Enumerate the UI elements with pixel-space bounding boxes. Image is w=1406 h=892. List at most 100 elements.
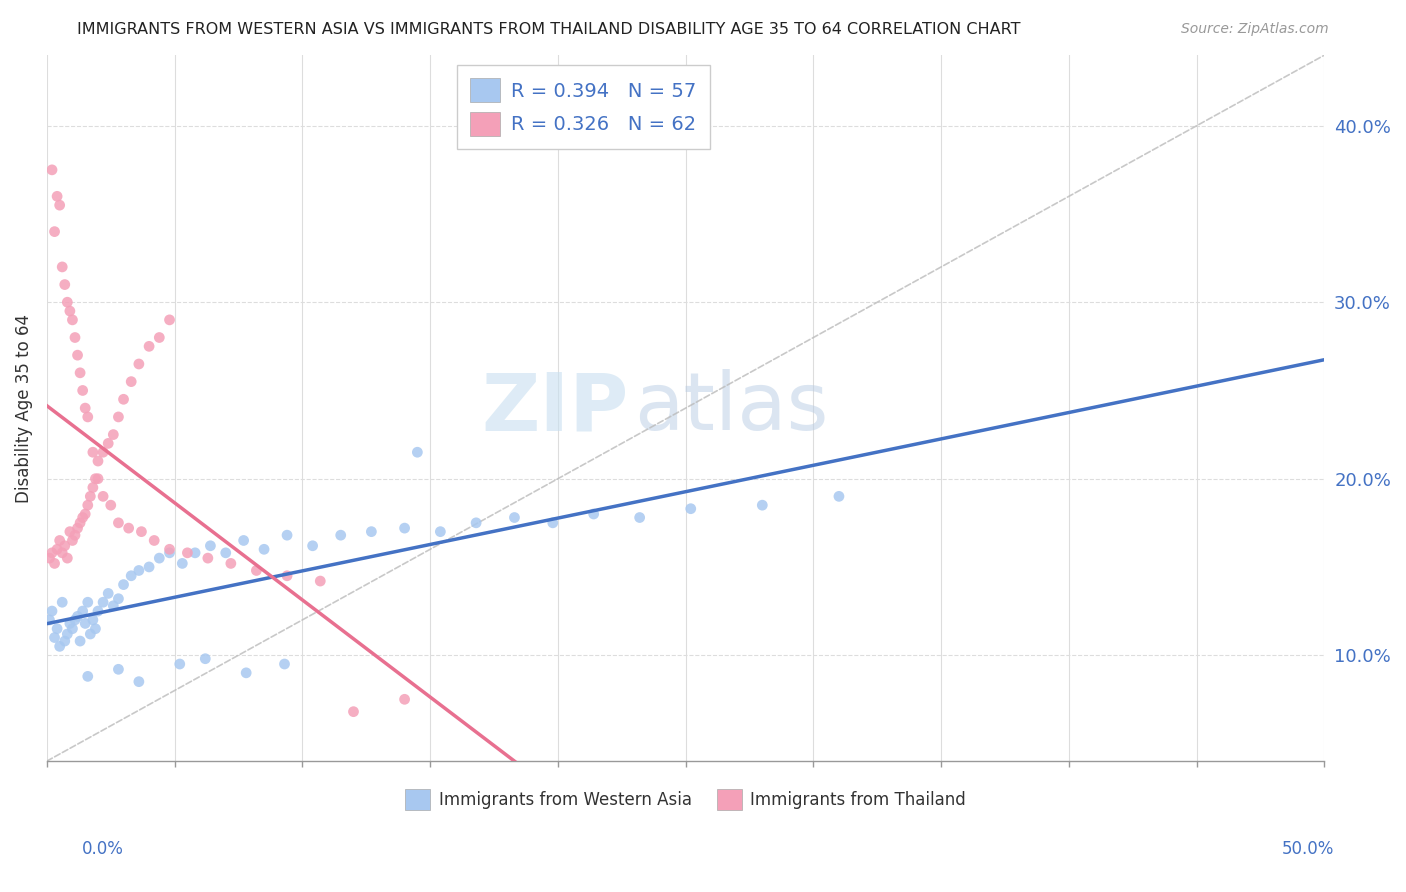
Point	[87, 454, 110, 468]
Point	[329, 528, 352, 542]
Point	[100, 498, 122, 512]
Point	[148, 551, 170, 566]
Point	[138, 560, 160, 574]
Point	[59, 616, 82, 631]
Point	[72, 604, 94, 618]
Point	[176, 546, 198, 560]
Point	[120, 375, 142, 389]
Point	[97, 436, 120, 450]
Point	[38, 613, 60, 627]
Point	[51, 260, 73, 274]
Point	[309, 574, 332, 588]
Point	[87, 472, 110, 486]
Point	[91, 489, 114, 503]
Point	[72, 510, 94, 524]
Point	[360, 524, 382, 539]
Point	[169, 657, 191, 671]
Point	[53, 539, 76, 553]
Point	[76, 669, 98, 683]
Point	[56, 551, 79, 566]
Point	[53, 634, 76, 648]
Point	[235, 665, 257, 680]
Point	[75, 401, 97, 416]
Point	[76, 498, 98, 512]
Point	[128, 357, 150, 371]
Point	[82, 445, 104, 459]
Point	[112, 392, 135, 407]
Point	[582, 507, 605, 521]
Point	[273, 657, 295, 671]
Point	[503, 510, 526, 524]
Point	[128, 674, 150, 689]
Text: 0.0%: 0.0%	[82, 840, 124, 858]
Point	[245, 564, 267, 578]
Point	[541, 516, 564, 530]
Point	[148, 330, 170, 344]
Point	[51, 595, 73, 609]
Point	[215, 546, 238, 560]
Point	[41, 162, 63, 177]
Point	[138, 339, 160, 353]
Point	[69, 516, 91, 530]
Point	[97, 586, 120, 600]
Point	[53, 277, 76, 292]
Point	[87, 604, 110, 618]
Point	[232, 533, 254, 548]
Point	[184, 546, 207, 560]
Point	[69, 366, 91, 380]
Point	[197, 551, 219, 566]
Point	[48, 533, 70, 548]
Y-axis label: Disability Age 35 to 64: Disability Age 35 to 64	[15, 314, 32, 502]
Text: ZIP: ZIP	[481, 369, 628, 447]
Point	[112, 577, 135, 591]
Point	[828, 489, 851, 503]
Point	[41, 546, 63, 560]
Point	[91, 595, 114, 609]
Point	[62, 622, 84, 636]
Point	[84, 472, 107, 486]
Point	[75, 616, 97, 631]
Text: 50.0%: 50.0%	[1281, 840, 1334, 858]
Point	[46, 622, 69, 636]
Point	[63, 330, 86, 344]
Point	[628, 510, 651, 524]
Point	[82, 613, 104, 627]
Point	[394, 521, 416, 535]
Point	[465, 516, 488, 530]
Point	[62, 313, 84, 327]
Point	[219, 557, 242, 571]
Point	[44, 557, 66, 571]
Point	[84, 622, 107, 636]
Text: atlas: atlas	[634, 369, 830, 447]
Point	[159, 542, 181, 557]
Point	[79, 627, 101, 641]
Point	[76, 409, 98, 424]
Point	[253, 542, 276, 557]
Point	[394, 692, 416, 706]
Point	[103, 427, 125, 442]
Text: Source: ZipAtlas.com: Source: ZipAtlas.com	[1181, 22, 1329, 37]
Point	[107, 516, 129, 530]
Point	[79, 489, 101, 503]
Point	[200, 539, 222, 553]
Point	[48, 640, 70, 654]
Point	[69, 634, 91, 648]
Point	[342, 705, 364, 719]
Point	[38, 551, 60, 566]
Point	[46, 542, 69, 557]
Point	[44, 225, 66, 239]
Point	[41, 604, 63, 618]
Point	[107, 409, 129, 424]
Point	[159, 546, 181, 560]
Point	[59, 304, 82, 318]
Point	[751, 498, 773, 512]
Point	[143, 533, 166, 548]
Point	[194, 651, 217, 665]
Point	[66, 521, 89, 535]
Point	[107, 591, 129, 606]
Point	[406, 445, 429, 459]
Point	[82, 481, 104, 495]
Point	[76, 595, 98, 609]
Point	[48, 198, 70, 212]
Point	[51, 546, 73, 560]
